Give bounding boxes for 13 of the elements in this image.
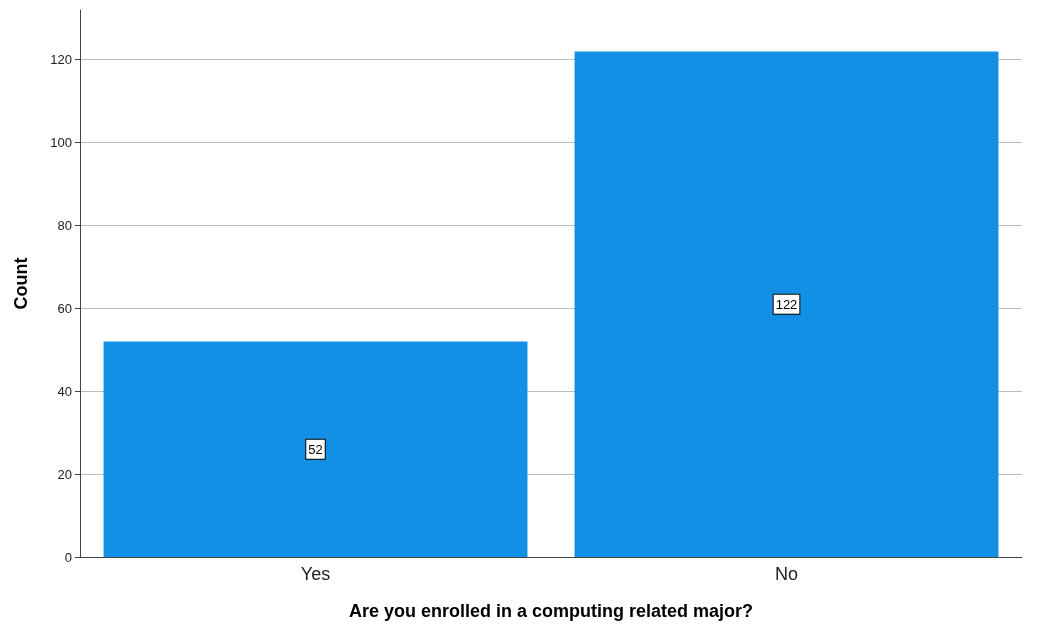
y-tick-label: 120	[50, 52, 72, 68]
x-tick-label: Yes	[300, 564, 331, 584]
data-label: 52	[308, 441, 323, 457]
y-tick-label: 80	[57, 217, 72, 233]
y-tick-label: 0	[64, 549, 72, 565]
x-axis-title: Are you enrolled in a computing related major?	[348, 601, 754, 621]
y-tick-label: 20	[57, 466, 72, 482]
data-label: 122	[775, 296, 798, 312]
y-tick-label: 40	[57, 383, 72, 399]
y-tick-label: 60	[57, 300, 72, 316]
y-axis-title: Count	[11, 257, 31, 310]
y-tick-label: 100	[50, 135, 72, 151]
x-tick-label: No	[774, 564, 799, 584]
